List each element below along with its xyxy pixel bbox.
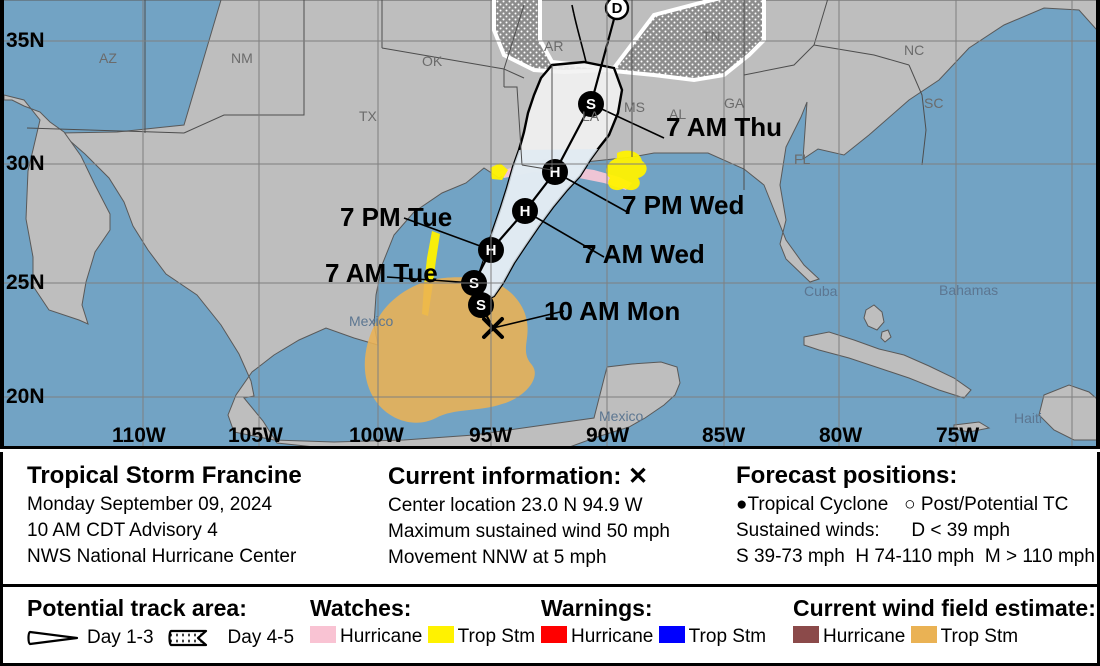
svg-text:S: S	[476, 297, 486, 314]
svg-text:D: D	[612, 0, 623, 17]
svg-text:H: H	[550, 164, 561, 181]
svg-text:H: H	[520, 203, 531, 220]
